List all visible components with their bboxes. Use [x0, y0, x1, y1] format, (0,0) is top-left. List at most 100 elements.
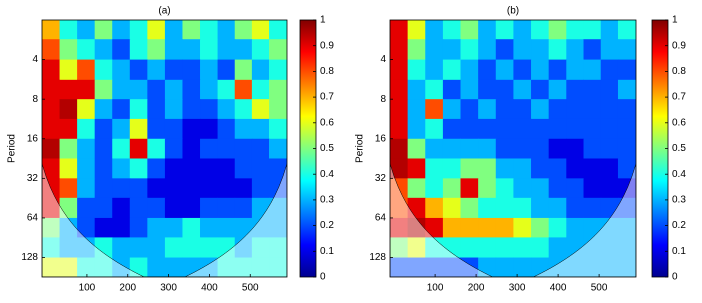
colorbar-tick-label: 1: [320, 15, 326, 26]
colorbar-tick-label: 0: [672, 272, 678, 283]
cell: [129, 59, 148, 81]
cell: [77, 79, 96, 100]
cell: [531, 197, 550, 219]
cell: [617, 99, 636, 120]
cell: [617, 138, 636, 159]
cell: [513, 118, 532, 140]
x-tick-label: 200: [468, 283, 485, 294]
cell: [147, 99, 166, 120]
cell: [182, 158, 201, 179]
cell: [200, 158, 219, 179]
cell: [425, 138, 444, 159]
cell: [583, 197, 602, 219]
cell: [112, 237, 131, 259]
cell: [234, 158, 253, 179]
cell: [94, 39, 113, 61]
cell: [495, 237, 514, 259]
cell: [251, 39, 270, 61]
cell: [217, 197, 236, 219]
cell: [59, 178, 78, 199]
cell: [129, 118, 148, 140]
cell: [200, 237, 219, 259]
cell: [200, 138, 219, 159]
cell: [513, 138, 532, 159]
cell: [129, 237, 148, 259]
cell: [513, 79, 532, 100]
y-tick-label: 128: [21, 252, 38, 263]
cell: [600, 20, 619, 40]
cell: [251, 20, 270, 40]
cell: [442, 79, 462, 100]
colorbar-tick-label: 0: [320, 272, 326, 283]
cell: [77, 138, 96, 159]
colorbar-tick-label: 1: [672, 15, 678, 26]
cell: [495, 158, 514, 179]
cell: [42, 99, 61, 120]
y-tick-label: 16: [375, 133, 387, 144]
cell: [548, 59, 567, 81]
cell: [59, 99, 78, 120]
cell: [495, 217, 514, 238]
chart-title: (b): [507, 6, 519, 17]
cell: [42, 138, 61, 159]
cell: [460, 59, 479, 81]
cell: [548, 39, 567, 61]
cell: [478, 59, 497, 81]
cell: [478, 178, 497, 199]
cell: [478, 79, 497, 100]
cell: [583, 20, 602, 40]
cell: [600, 178, 619, 199]
cell: [59, 158, 78, 179]
cells: [42, 20, 287, 277]
cell: [548, 178, 567, 199]
cell: [513, 197, 532, 219]
cell: [234, 59, 253, 81]
cell: [182, 217, 201, 238]
cell: [251, 158, 270, 179]
cell: [566, 39, 585, 61]
cell: [94, 59, 113, 81]
cell: [269, 20, 287, 40]
cell: [129, 20, 148, 40]
cell: [583, 217, 602, 238]
cell: [583, 79, 602, 100]
cell: [129, 138, 148, 159]
cell: [442, 178, 462, 199]
cell: [147, 217, 166, 238]
cell: [407, 20, 426, 40]
cell: [531, 99, 550, 120]
cone-of-influence: [390, 163, 636, 277]
cell: [478, 197, 497, 219]
cell: [531, 217, 550, 238]
cell: [548, 158, 567, 179]
cell: [566, 118, 585, 140]
cell: [407, 99, 426, 120]
cell: [234, 138, 253, 159]
cell: [442, 39, 462, 61]
cell: [460, 197, 479, 219]
cell: [442, 217, 462, 238]
cell: [42, 158, 61, 179]
cell: [112, 39, 131, 61]
cell: [583, 39, 602, 61]
cell: [112, 138, 131, 159]
colorbar-tick-label: 0.6: [672, 117, 686, 128]
cell: [59, 118, 78, 140]
cell: [460, 99, 479, 120]
cell: [425, 39, 444, 61]
cell: [390, 138, 409, 159]
colorbar-tick-label: 0.4: [672, 169, 686, 180]
cell: [583, 118, 602, 140]
cell: [42, 39, 61, 61]
cell: [390, 20, 409, 40]
cell: [495, 99, 514, 120]
cell: [112, 118, 131, 140]
cell: [407, 39, 426, 61]
cell: [77, 59, 96, 81]
cell: [217, 178, 236, 199]
cell: [251, 118, 270, 140]
colorbar-tick-label: 0.1: [672, 246, 686, 257]
cell: [390, 158, 409, 179]
cell: [182, 138, 201, 159]
y-tick-label: 128: [369, 252, 386, 263]
